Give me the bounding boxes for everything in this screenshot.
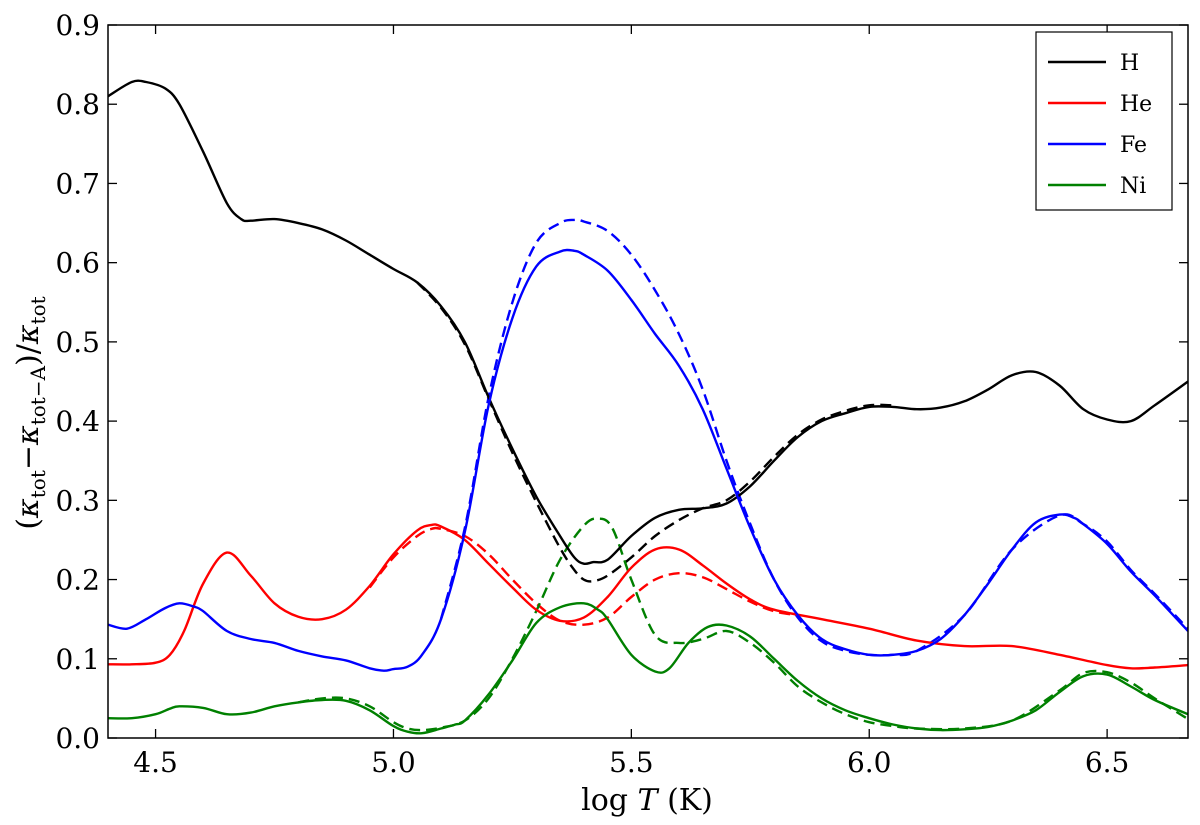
y-tick-label: 0.6 [55,247,100,280]
series-line-fe-dashed [439,218,1188,657]
legend-label-fe: Fe [1120,133,1147,158]
y-tick-label: 0.5 [55,326,100,359]
legend-label-ni: Ni [1120,174,1146,199]
y-axis-label-kappa3: κ [11,324,46,345]
legend-label-h: H [1120,51,1139,76]
x-axis-label-var: T [638,783,660,818]
y-axis-label-minus: − [11,445,46,470]
y-tick-label: 0.1 [55,643,100,676]
y-axis-label-kappa2: κ [11,425,46,446]
y-axis-label: (κtot−κtot−A)/κtot [11,296,50,529]
y-axis-label-sub3: tot [26,296,50,324]
legend: H He Fe Ni [1035,31,1173,211]
series-line-he-dashed [368,526,799,627]
x-axis-label-suffix: (K) [658,783,713,818]
y-axis-ticks: 0.0 0.1 0.2 0.3 0.4 0.5 0.6 0.7 0.8 0.9 [55,9,1188,755]
y-axis-label-sub2: tot−A [26,365,50,425]
y-tick-label: 0.9 [55,9,100,42]
x-tick-label: 5.5 [609,746,654,779]
y-axis-label-close: )/ [11,343,46,366]
x-axis-label-prefix: log [581,783,637,818]
y-tick-label: 0.8 [55,88,100,121]
y-tick-label: 0.4 [55,405,100,438]
x-axis-ticks: 4.5 5.0 5.5 6.0 6.5 [133,25,1129,779]
y-tick-label: 0.2 [55,564,100,597]
x-tick-label: 6.5 [1085,746,1130,779]
legend-box [1035,31,1173,211]
y-tick-label: 0.0 [55,722,100,755]
y-axis-label-kappa1: κ [11,498,46,519]
series-line-h-dashed [416,281,894,583]
series-line-ni-dashed [298,517,1188,732]
y-tick-label: 0.7 [55,167,100,200]
y-axis-label-open: ( [11,518,46,530]
y-axis-label-sub1: tot [26,470,50,498]
series-line-fe [108,248,1188,672]
x-tick-label: 4.5 [133,746,178,779]
legend-label-he: He [1120,92,1152,117]
y-tick-label: 0.3 [55,484,100,517]
legend-items: H He Fe Ni [1048,51,1152,199]
x-tick-label: 6.0 [847,746,892,779]
x-tick-label: 5.0 [371,746,416,779]
plot-frame [107,24,1189,739]
series-line-h [108,79,1188,566]
series-line-he [108,523,1188,670]
plot-lines [108,79,1188,735]
series-line-ni [108,602,1188,735]
x-axis-label: log T (K) [581,783,713,818]
